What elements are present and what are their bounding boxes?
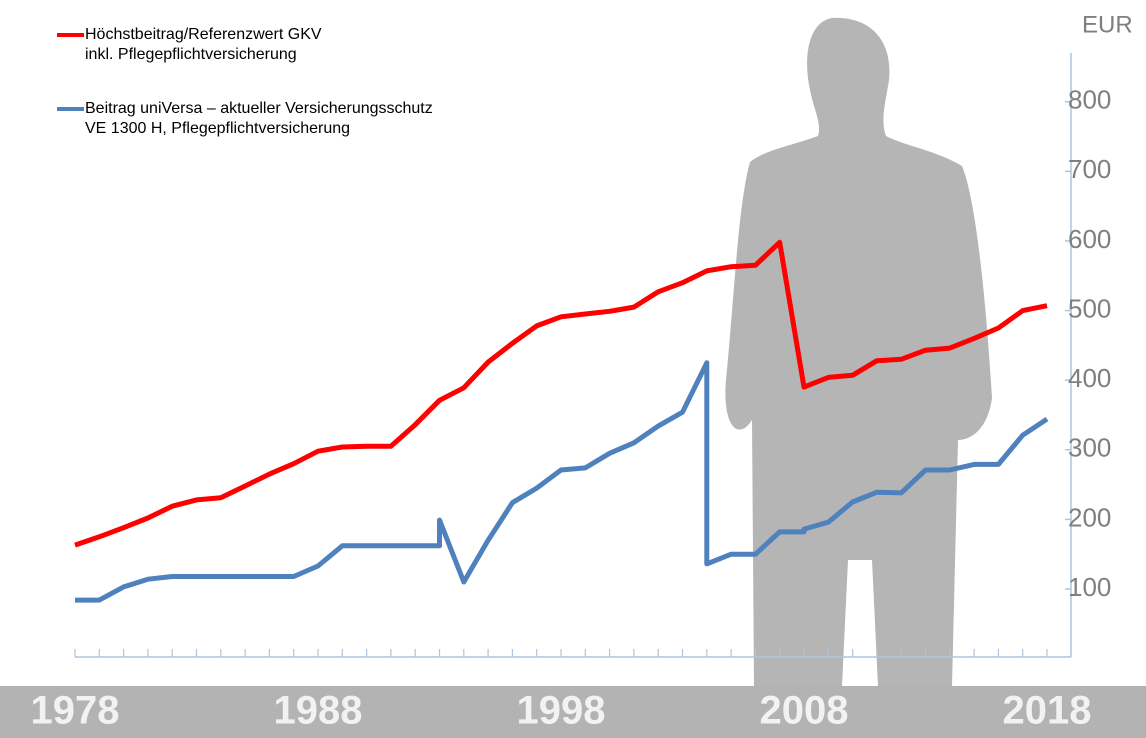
y-tick-label: 600 xyxy=(1068,224,1111,254)
series-line xyxy=(74,239,1048,548)
series-line xyxy=(75,360,1049,603)
y-tick-label: 800 xyxy=(1068,85,1111,115)
legend-label: inkl. Pflegepflichtversicherung xyxy=(85,46,297,63)
y-tick-label: 400 xyxy=(1068,363,1111,393)
x-tick-label: 1988 xyxy=(274,689,363,733)
silhouette-gap xyxy=(842,560,878,686)
x-band xyxy=(0,686,1146,738)
x-tick-label: 1978 xyxy=(31,689,120,733)
x-tick-label: 2008 xyxy=(760,689,849,733)
legend-label: Höchstbeitrag/Referenzwert GKV xyxy=(85,26,322,43)
y-tick-label: 700 xyxy=(1068,154,1111,184)
y-tick-label: 500 xyxy=(1068,293,1111,323)
y-tick-label: 200 xyxy=(1068,502,1111,532)
x-tick-label: 2018 xyxy=(1003,689,1092,733)
y-tick-label: 100 xyxy=(1068,572,1111,602)
y-unit: EUR xyxy=(1082,11,1133,38)
y-tick-label: 300 xyxy=(1068,433,1111,463)
x-tick-label: 1998 xyxy=(517,689,606,733)
legend-label: VE 1300 H, Pflegepflichtversicherung xyxy=(85,120,350,137)
legend-label: Beitrag uniVersa – aktueller Versicherun… xyxy=(85,100,433,117)
silhouette xyxy=(725,17,992,686)
